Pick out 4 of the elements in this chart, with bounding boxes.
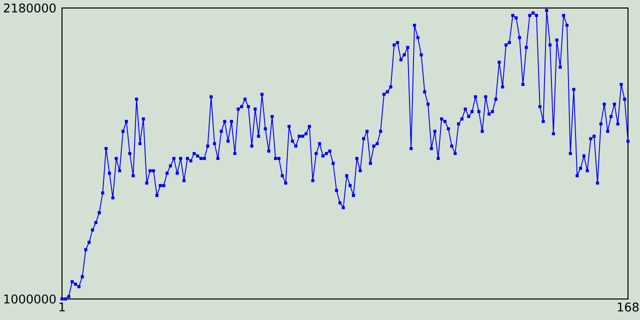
y-tick-label: 2180000 [4,3,56,13]
x-tick-label: 168 [618,302,639,312]
y-tick-label: 1000000 [4,294,56,304]
x-tick-label: 1 [60,302,65,312]
